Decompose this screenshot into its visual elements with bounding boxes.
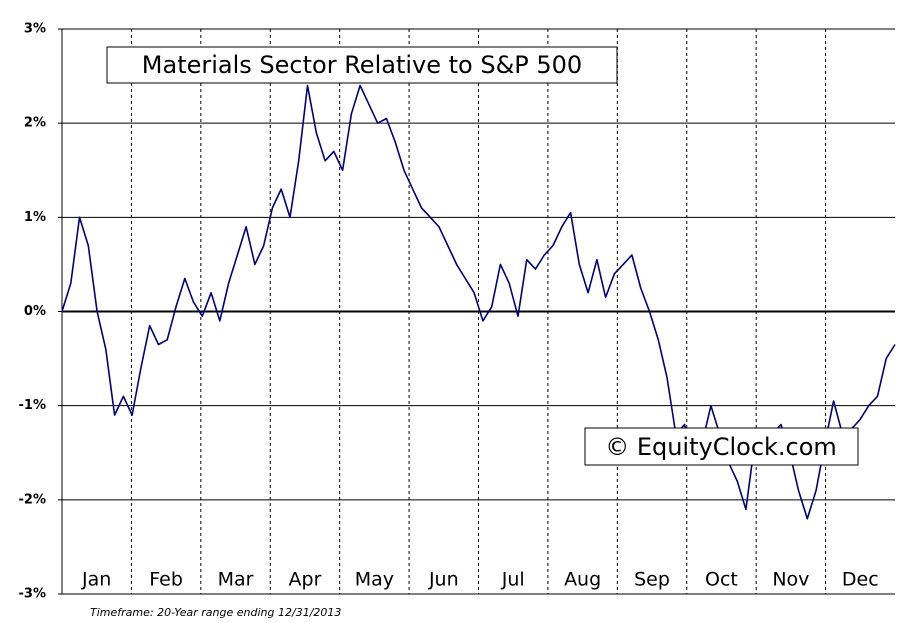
watermark-box	[584, 427, 859, 466]
x-tick-label: Feb	[149, 569, 183, 591]
y-tick-label: -1%	[19, 398, 46, 413]
x-tick-label: Aug	[564, 569, 601, 591]
chart-title: Materials Sector Relative to S&P 500	[142, 51, 582, 79]
x-tick-label: Jun	[428, 569, 459, 591]
watermark: © EquityClock.com	[605, 433, 837, 461]
y-tick-label: 2%	[24, 116, 46, 131]
x-tick-label: May	[355, 569, 394, 591]
y-tick-label: -2%	[19, 492, 46, 507]
x-tick-label: Nov	[772, 569, 809, 591]
y-tick-label: -3%	[19, 587, 46, 602]
y-tick-label: 0%	[24, 304, 46, 319]
x-tick-label: Jan	[81, 569, 111, 591]
x-tick-label: Sep	[634, 569, 670, 591]
x-tick-label: Oct	[705, 569, 738, 591]
x-tick-label: Mar	[218, 569, 254, 591]
title-box	[106, 46, 618, 84]
x-tick-label: Apr	[289, 569, 322, 591]
x-tick-label: Dec	[842, 569, 879, 591]
grid: -3% -2% -1% 0% 1% 2% 3% Jan Feb Mar Apr May Jun Jul Au…	[19, 22, 895, 602]
y-tick-label: 1%	[24, 210, 46, 225]
y-tick-label: 3%	[24, 22, 46, 37]
x-tick-label: Jul	[501, 569, 525, 591]
footnote: Timeframe: 20-Year range ending 12/31/20…	[90, 606, 341, 619]
